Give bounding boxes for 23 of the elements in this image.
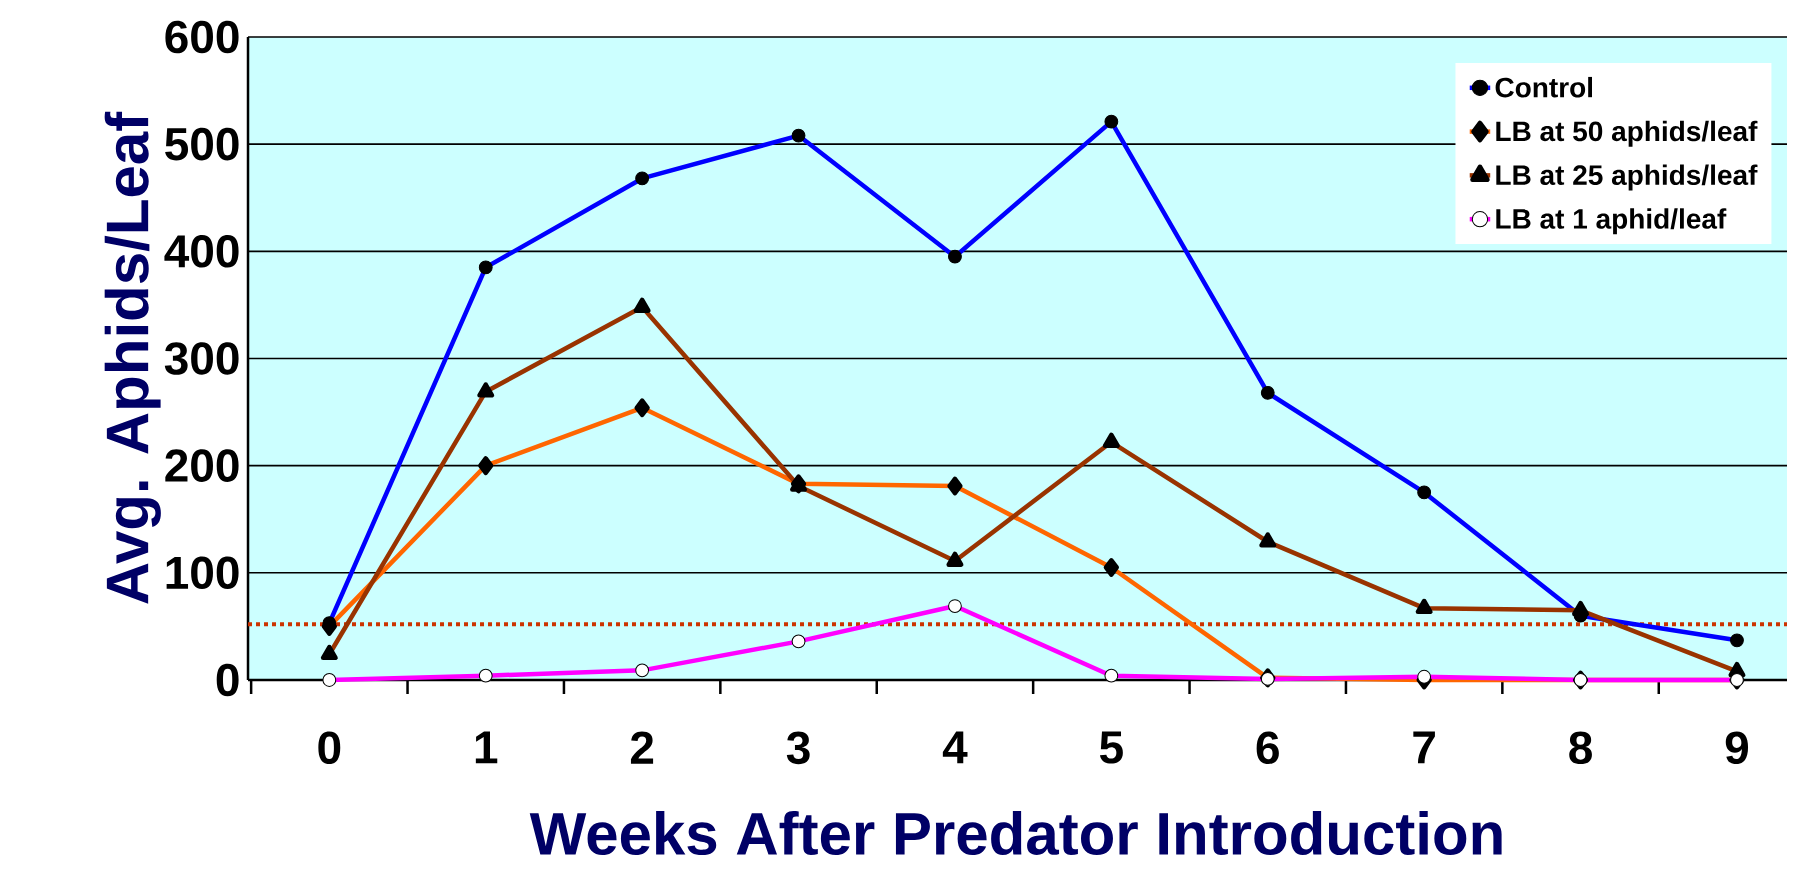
x-tick-label: 7	[1413, 731, 1435, 764]
legend-label: LB at 25 aphids/leaf	[1496, 164, 1758, 191]
legend-label: Control	[1495, 76, 1593, 98]
x-tick-label: 8	[1569, 731, 1592, 765]
y-tick-label: 600	[165, 20, 239, 54]
y-tick-label: 100	[166, 556, 239, 590]
y-axis-title: Avg. Aphids/Leaf	[104, 111, 161, 604]
x-tick-label: 5	[1099, 731, 1123, 764]
legend-label: LB at 1 aphid/leaf	[1496, 208, 1727, 235]
y-tick-label: 400	[164, 235, 239, 268]
y-tick-label: 300	[164, 342, 239, 375]
x-tick-label: 1	[475, 731, 498, 764]
x-axis-title: Weeks After Predator Introduction	[529, 811, 1502, 856]
x-tick-label: 4	[942, 731, 968, 764]
x-tick-label: 0	[318, 731, 341, 765]
x-tick-label: 3	[786, 731, 810, 765]
y-tick-label: 200	[165, 449, 239, 482]
y-tick-label: 500	[165, 127, 239, 161]
x-tick-label: 6	[1256, 731, 1279, 765]
legend-label: LB at 50 aphids/leaf	[1496, 120, 1758, 147]
x-tick-label: 9	[1725, 731, 1749, 765]
y-tick-label: 0	[216, 663, 239, 697]
x-tick-label: 2	[630, 731, 654, 764]
